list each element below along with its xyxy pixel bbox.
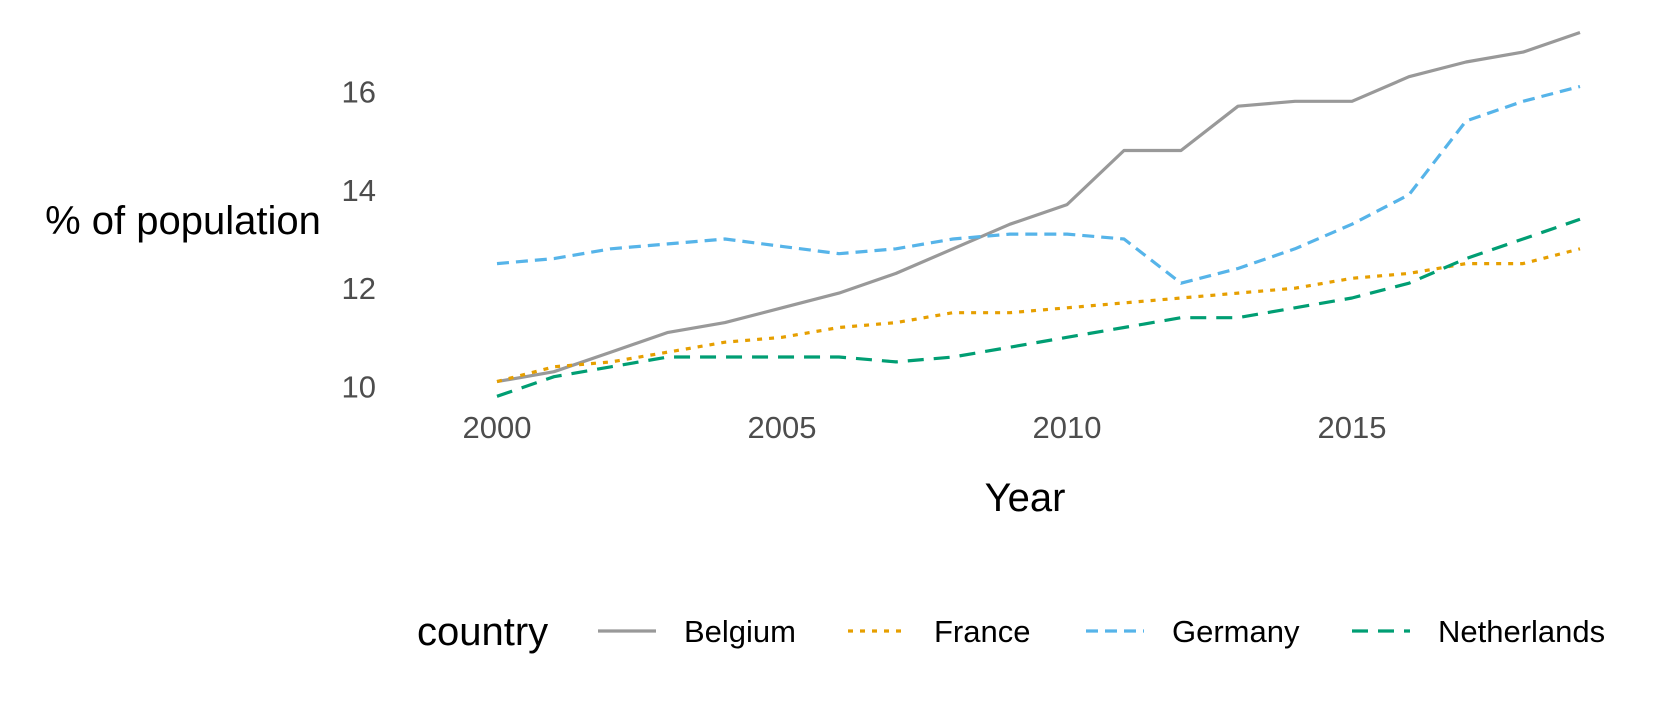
x-tick-label: 2000 [463, 410, 532, 445]
x-axis-ticks: 2000 2005 2010 2015 [463, 410, 1387, 445]
x-tick-label: 2015 [1318, 410, 1387, 445]
legend: country Belgium France Germany Netherlands [417, 610, 1605, 654]
y-tick-label: 10 [342, 369, 376, 404]
series-line-netherlands [496, 217, 1581, 398]
series-line-france [496, 247, 1581, 384]
y-tick-label: 16 [342, 74, 376, 109]
legend-label-france: France [934, 614, 1030, 649]
series-line-germany [496, 84, 1581, 285]
y-axis-title: % of population [45, 199, 321, 243]
y-tick-label: 12 [342, 271, 376, 306]
legend-label-netherlands: Netherlands [1438, 614, 1605, 649]
legend-keys: Belgium France Germany Netherlands [598, 614, 1605, 649]
legend-title: country [417, 610, 548, 654]
legend-item-belgium: Belgium [598, 614, 796, 649]
plot-lines [496, 30, 1581, 398]
legend-item-france: France [848, 614, 1030, 649]
legend-item-netherlands: Netherlands [1352, 614, 1605, 649]
y-tick-label: 14 [342, 173, 376, 208]
x-axis-title: Year [985, 476, 1066, 520]
legend-item-germany: Germany [1086, 614, 1300, 649]
x-tick-label: 2010 [1033, 410, 1102, 445]
legend-label-belgium: Belgium [684, 614, 796, 649]
x-tick-label: 2005 [748, 410, 817, 445]
y-axis-ticks: 10 12 14 16 [342, 74, 376, 404]
legend-label-germany: Germany [1172, 614, 1300, 649]
series-line-belgium [496, 30, 1581, 384]
